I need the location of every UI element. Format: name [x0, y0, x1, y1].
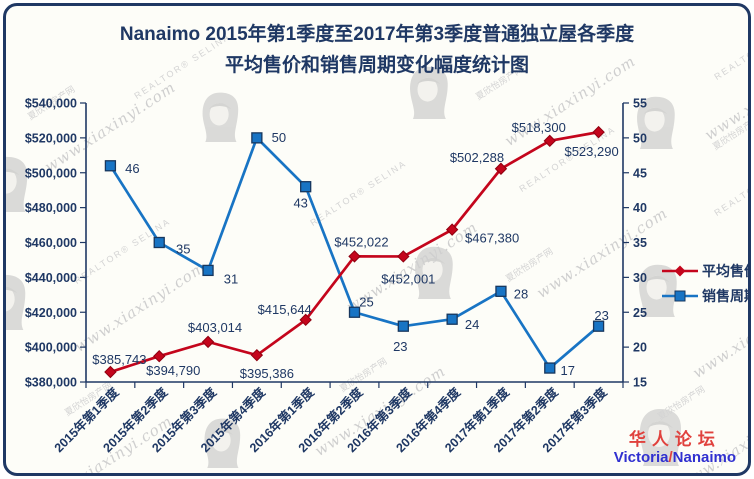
avg-price-point — [299, 313, 312, 327]
avg-price-data-label: $403,014 — [188, 320, 242, 335]
y-left-tick-label: $460,000 — [25, 236, 77, 250]
forum-name: 华人论坛 — [628, 430, 721, 449]
avg-price-data-label: $394,790 — [146, 363, 200, 378]
y-right-tick-label: 30 — [633, 271, 647, 285]
days-on-market-point — [544, 362, 556, 374]
avg-price-point — [201, 335, 215, 349]
days-on-market-point — [153, 236, 165, 249]
days-on-market-data-label: 43 — [293, 196, 307, 211]
avg-price-point — [397, 250, 410, 263]
y-right-tick-label: 35 — [633, 236, 647, 250]
days-on-market-point — [495, 285, 507, 297]
y-right-tick-label: 45 — [633, 166, 647, 180]
y-left-tick-label: $420,000 — [25, 306, 77, 320]
days-on-market-data-label: 25 — [359, 294, 373, 309]
avg-price-data-label: $452,022 — [334, 234, 388, 249]
legend-item-days-on-market: 销售周期 — [661, 283, 748, 308]
days-on-market-data-label: 28 — [514, 286, 528, 301]
legend: 平均售价 销售周期 — [661, 258, 748, 308]
price-and-days-on-market-chart: $380,000 $400,000 $420,000 $440,000 $460,000… — [25, 97, 647, 456]
days-on-market-data-label: 24 — [465, 317, 479, 332]
avg-price-point — [543, 134, 556, 148]
days-on-market-point — [202, 264, 214, 277]
y-left-tick-label: $440,000 — [25, 271, 77, 285]
legend-label-avg-price: 平均售价 — [702, 262, 748, 279]
avg-price-data-label: $385,743 — [92, 352, 146, 367]
avg-price-data-label: $452,001 — [381, 271, 435, 286]
days-on-market-data-label: 23 — [393, 339, 407, 354]
days-on-market-point — [348, 306, 361, 318]
y-left-tick-label: $500,000 — [25, 166, 77, 180]
legend-label-days-on-market: 销售周期 — [702, 287, 748, 304]
avg-price-data-label: $467,380 — [465, 231, 519, 246]
chart-title-line2: 平均售价和销售周期变化幅度统计图 — [224, 55, 529, 76]
chart-panel: www.xiaxinyi.com www.xiaxinyi.com www.xiax… — [3, 3, 751, 476]
avg-price-data-label: $518,300 — [512, 120, 566, 135]
days-on-market-point — [446, 313, 458, 325]
days-on-market-data-label: 17 — [561, 363, 575, 378]
avg-price-point — [104, 365, 117, 379]
y-left-tick-label: $520,000 — [25, 131, 77, 145]
y-left-tick-label: $400,000 — [25, 341, 77, 355]
region-label: Victoria/Nanaimo — [613, 449, 736, 466]
days-on-market-point — [104, 160, 117, 172]
avg-price-data-label: $395,386 — [240, 366, 294, 381]
y-right-tick-label: 15 — [633, 376, 647, 390]
y-right-tick-label: 20 — [633, 341, 647, 355]
avg-price-legend-marker-icon — [662, 265, 698, 276]
y-right-tick-label: 40 — [633, 201, 647, 215]
y-left-tick-label: $380,000 — [25, 376, 77, 390]
days-on-market-data-label: 35 — [176, 242, 190, 257]
avg-price-data-label: $502,288 — [450, 150, 504, 165]
avg-price-point — [494, 162, 508, 175]
days-on-market-point — [592, 320, 605, 332]
days-on-market-point — [300, 181, 312, 193]
avg-price-point — [153, 350, 166, 363]
days-on-market-data-label: 50 — [272, 130, 286, 145]
avg-price-point — [445, 223, 459, 236]
y-right-tick-label: 55 — [633, 97, 647, 111]
y-left-tick-label: $540,000 — [25, 97, 77, 111]
chart-title-line1: Nanaimo 2015年第1季度至2017年第3季度普通独立屋各季度 — [119, 24, 635, 45]
y-right-tick-label: 25 — [633, 306, 647, 320]
days-on-market-data-label: 31 — [224, 271, 238, 286]
avg-price-point — [348, 250, 361, 263]
legend-item-avg-price: 平均售价 — [661, 258, 748, 283]
y-right-tick-label: 50 — [633, 131, 647, 145]
avg-price-point — [592, 125, 605, 139]
days-on-market-data-label: 46 — [125, 161, 139, 176]
avg-price-data-label: $523,290 — [564, 144, 618, 159]
site-branding: 华人论坛 Victoria/Nanaimo — [614, 430, 736, 466]
chart-title: Nanaimo 2015年第1季度至2017年第3季度普通独立屋各季度 平均售价… — [6, 19, 748, 81]
avg-price-point — [250, 348, 264, 362]
days-on-market-point — [397, 320, 409, 332]
y-left-tick-label: $480,000 — [25, 201, 77, 215]
days-on-market-data-label: 23 — [594, 308, 608, 323]
days-on-market-legend-marker-icon — [662, 290, 698, 301]
avg-price-data-label: $415,644 — [258, 302, 312, 317]
days-on-market-point — [251, 132, 263, 144]
